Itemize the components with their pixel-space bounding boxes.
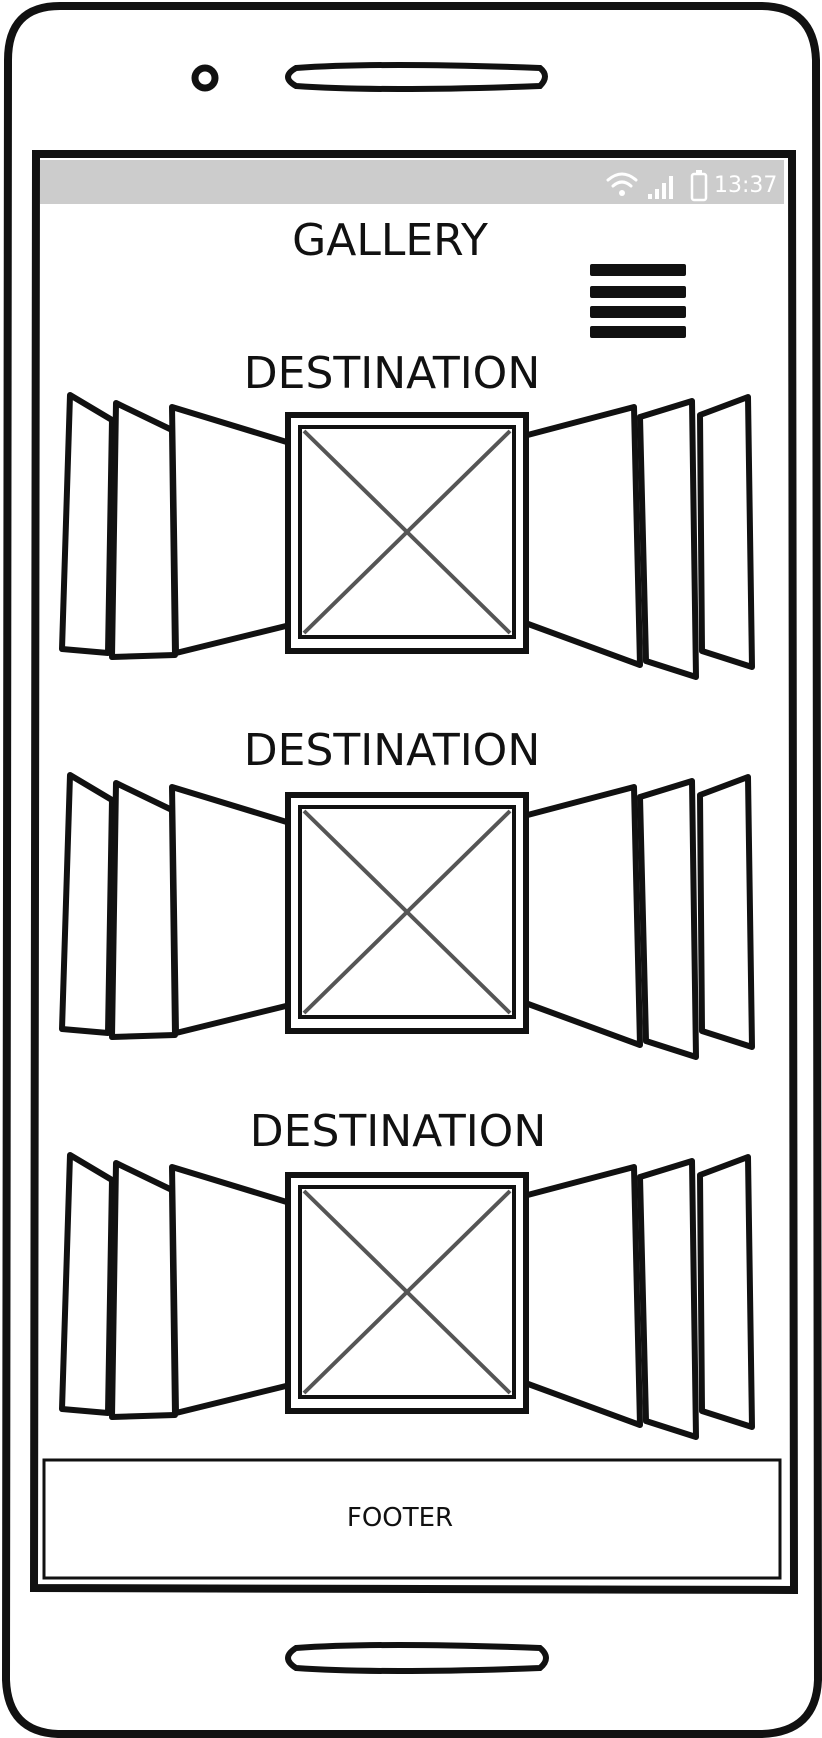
cover-flow-1 (59, 772, 755, 1060)
speaker-grille (285, 62, 548, 92)
placeholder-cross-line (302, 429, 512, 635)
footer-label: FOOTER (346, 1503, 454, 1533)
cover-flow-0 (59, 392, 755, 680)
home-button[interactable] (285, 1642, 549, 1674)
side-card-right (697, 774, 755, 1050)
side-card-right (637, 778, 699, 1060)
cover-flow-carousel[interactable] (56, 1145, 756, 1425)
signal-icon (648, 176, 673, 199)
placeholder-cross-line (302, 1189, 512, 1395)
side-card-left (59, 392, 115, 656)
battery-icon (690, 170, 708, 202)
destination-label: DESTINATION (243, 348, 541, 399)
placeholder-cross-line (302, 809, 512, 1015)
status-time: 13:37 (714, 173, 778, 198)
side-card-right (637, 398, 699, 680)
cover-flow-carousel[interactable] (56, 765, 756, 1045)
footer (42, 1458, 782, 1580)
wifi-icon (606, 172, 638, 196)
side-card-left (59, 772, 115, 1036)
side-card-right (697, 394, 755, 670)
side-card-right (637, 1158, 699, 1440)
destination-label: DESTINATION (243, 725, 541, 776)
page-title: GALLERY (292, 215, 488, 266)
cover-flow-carousel[interactable] (56, 386, 756, 666)
destination-label: DESTINATION (249, 1106, 547, 1157)
status-bar (40, 160, 784, 204)
hamburger-menu-button[interactable] (586, 260, 690, 342)
camera-icon (191, 64, 219, 92)
hamburger-menu-icon (590, 264, 686, 338)
side-card-right (697, 1154, 755, 1430)
side-card-left (59, 1152, 115, 1416)
cover-flow-2 (59, 1152, 755, 1440)
